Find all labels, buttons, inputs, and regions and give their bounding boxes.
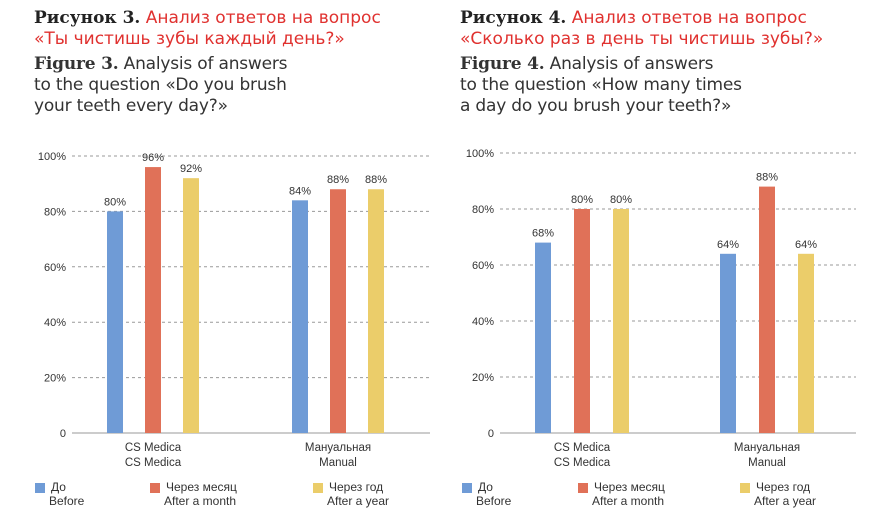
figure-3-bar-chart: 0 20% 40% 60% 80% 100% 80% 84% 96% 88% 92% 88% CS Me… <box>38 151 430 469</box>
bar-value-label: 88% <box>327 174 349 186</box>
category-label-sub: CS Medica <box>125 457 182 469</box>
figure-3-legend: До Before Через месяц After a month Через … <box>0 480 430 520</box>
legend-label-year-en: After a year <box>754 494 817 508</box>
legend-label-month-ru: Через месяц <box>594 480 665 494</box>
figure-4-title: Рисунок 4. Анализ ответов на вопрос «Ско… <box>460 8 823 117</box>
legend-label-month-en: After a month <box>592 494 665 508</box>
figure-4-panel: Рисунок 4. Анализ ответов на вопрос «Ско… <box>428 0 858 522</box>
bar <box>759 186 775 433</box>
legend-swatch-month <box>578 483 588 493</box>
bar <box>574 209 590 433</box>
legend-label-before-en: Before <box>49 494 85 508</box>
bar-value-label: 64% <box>717 239 739 251</box>
category-label-sub: Manual <box>748 457 786 469</box>
figure-3-panel: Рисунок 3. Анализ ответов на вопрос «Ты … <box>0 0 430 522</box>
figure-3-en-number: Figure 3. <box>34 54 119 74</box>
y-tick-label: 60% <box>44 262 66 274</box>
figure-4-ru-number: Рисунок 4. <box>460 8 567 28</box>
figure-3-ru-title-line-2: «Ты чистишь зубы каждый день?» <box>34 29 345 49</box>
bar <box>107 211 123 433</box>
bar-value-label: 80% <box>610 194 632 206</box>
y-tick-label: 100% <box>466 148 494 160</box>
legend-label-year-ru: Через год <box>329 480 384 494</box>
category-label-sub: CS Medica <box>554 457 611 469</box>
category-label: Мануальная <box>734 442 800 454</box>
figure-4-title-ru-line-1: Рисунок 4. Анализ ответов на вопрос <box>460 8 823 29</box>
figure-3-en-title-line-3: your teeth every day?» <box>34 96 228 116</box>
bar <box>720 253 736 433</box>
bar <box>330 189 346 433</box>
figure-4-en-title-line-2: to the question «How many times <box>460 75 742 95</box>
bar-value-label: 88% <box>756 172 778 184</box>
legend-swatch-year <box>740 483 750 493</box>
figure-3-en-title-line-1: Analysis of answers <box>123 54 288 74</box>
legend-swatch-year <box>313 483 323 493</box>
bar <box>368 189 384 433</box>
y-tick-label: 20% <box>472 372 494 384</box>
bar-value-label: 68% <box>532 228 554 240</box>
figure-4-en-number: Figure 4. <box>460 54 545 74</box>
legend-label-year-en: After a year <box>327 494 390 508</box>
figure-3-ru-number: Рисунок 3. <box>34 8 141 28</box>
bar <box>145 167 161 433</box>
legend-swatch-month <box>150 483 160 493</box>
y-tick-label: 40% <box>44 317 66 329</box>
figure-4-legend: До Before Через месяц After a month Через … <box>428 480 858 520</box>
bar-value-label: 84% <box>289 185 311 197</box>
bar <box>183 178 199 433</box>
bar <box>613 209 629 433</box>
y-tick-label: 100% <box>38 151 66 163</box>
legend-swatch-before <box>35 483 45 493</box>
figure-3-title: Рисунок 3. Анализ ответов на вопрос «Ты … <box>34 8 381 117</box>
legend-label-before-en: Before <box>476 494 512 508</box>
bar-value-label: 96% <box>142 152 164 164</box>
figure-3-ru-title-line-1: Анализ ответов на вопрос <box>145 8 381 28</box>
bar <box>292 200 308 433</box>
category-label: CS Medica <box>554 442 611 454</box>
bar-value-label: 80% <box>571 194 593 206</box>
y-tick-label: 0 <box>488 428 494 440</box>
legend-label-before-ru: До <box>51 480 66 494</box>
figure-4-ru-title-line-1: Анализ ответов на вопрос <box>571 8 807 28</box>
y-tick-label: 0 <box>60 428 66 440</box>
figure-4-bar-chart: 0 20% 40% 60% 80% 100% 68% 64% 80% 88% 80% 64% CS Me… <box>466 148 856 469</box>
y-tick-label: 40% <box>472 316 494 328</box>
legend-label-month-en: After a month <box>164 494 237 508</box>
category-label: Мануальная <box>305 442 371 454</box>
bar-value-label: 92% <box>180 163 202 175</box>
bar-value-label: 80% <box>104 196 126 208</box>
figure-4-ru-title-line-2: «Сколько раз в день ты чистишь зубы?» <box>460 29 824 49</box>
bar <box>535 242 551 433</box>
bar <box>798 253 814 433</box>
figure-3-en-title-line-2: to the question «Do you brush <box>34 75 287 95</box>
category-label: CS Medica <box>125 442 182 454</box>
figure-4-en-title-line-1: Analysis of answers <box>549 54 714 74</box>
bar-value-label: 64% <box>795 239 817 251</box>
legend-label-before-ru: До <box>478 480 493 494</box>
legend-swatch-before <box>462 483 472 493</box>
bar-value-label: 88% <box>365 174 387 186</box>
legend-label-month-ru: Через месяц <box>166 480 237 494</box>
y-tick-label: 80% <box>44 206 66 218</box>
figure-3-title-ru-line-1: Рисунок 3. Анализ ответов на вопрос <box>34 8 381 29</box>
y-tick-label: 60% <box>472 260 494 272</box>
figure-4-en-title-line-3: a day do you brush your teeth?» <box>460 96 732 116</box>
category-label-sub: Manual <box>319 457 357 469</box>
legend-label-year-ru: Через год <box>756 480 811 494</box>
y-tick-label: 80% <box>472 204 494 216</box>
y-tick-label: 20% <box>44 373 66 385</box>
